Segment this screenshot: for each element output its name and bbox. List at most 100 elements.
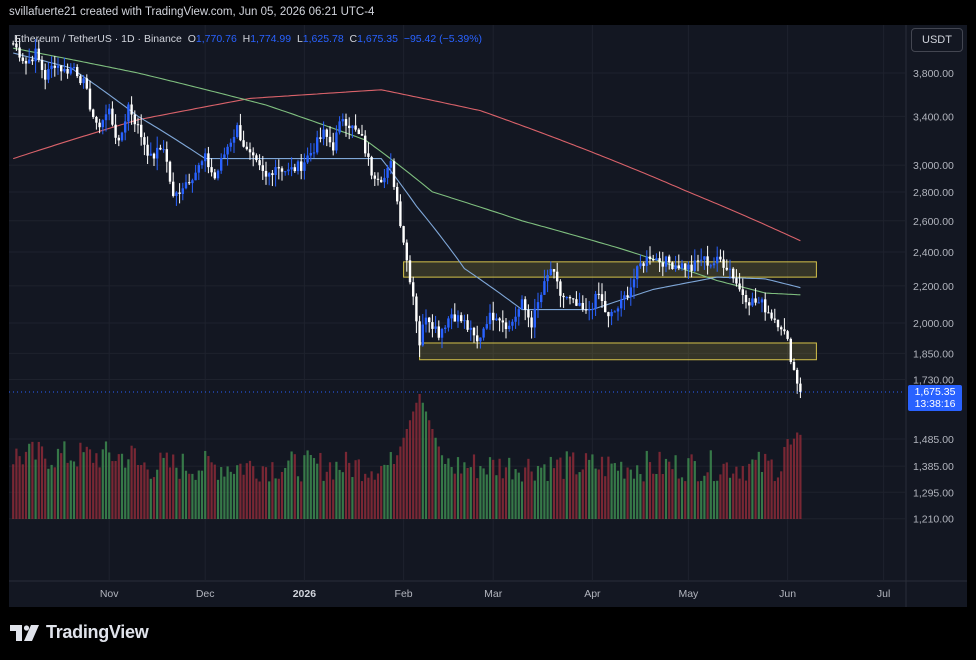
volume-bar bbox=[130, 445, 133, 519]
volume-bar bbox=[31, 441, 34, 519]
volume-bar bbox=[268, 481, 271, 519]
candle-body bbox=[668, 256, 671, 263]
volume-bar bbox=[200, 470, 204, 519]
candle-body bbox=[271, 173, 274, 176]
candle-body bbox=[220, 157, 223, 171]
volume-bar bbox=[188, 473, 191, 519]
candle-body bbox=[21, 57, 24, 61]
volume-bar bbox=[152, 477, 156, 519]
volume-bar bbox=[485, 474, 488, 519]
candle-body bbox=[424, 317, 428, 325]
volume-bar bbox=[165, 452, 168, 519]
y-tick-label: 1,210.00 bbox=[913, 514, 954, 526]
candle-body bbox=[700, 259, 703, 261]
volume-bar bbox=[748, 463, 751, 519]
y-tick-label: 1,385.00 bbox=[913, 461, 954, 473]
candle-body bbox=[527, 309, 530, 318]
volume-bar bbox=[12, 464, 15, 519]
volume-bar bbox=[671, 469, 674, 519]
volume-bar bbox=[559, 457, 562, 519]
volume-bar bbox=[194, 479, 197, 519]
candle-body bbox=[408, 260, 412, 283]
range-zone-1 bbox=[403, 261, 817, 278]
volume-bar bbox=[82, 452, 85, 519]
candle-body bbox=[514, 316, 517, 322]
volume-bar bbox=[789, 444, 792, 519]
volume-bar bbox=[348, 462, 351, 519]
x-tick-label: Mar bbox=[484, 588, 503, 600]
candle-body bbox=[594, 293, 597, 309]
candle-body bbox=[472, 327, 476, 336]
candle-body bbox=[460, 315, 463, 322]
y-tick-label: 2,000.00 bbox=[913, 318, 954, 330]
volume-bar bbox=[645, 450, 648, 519]
volume-bar bbox=[703, 475, 706, 519]
candle-body bbox=[636, 266, 639, 280]
candle-body bbox=[210, 167, 213, 173]
candle-body bbox=[232, 136, 236, 143]
volume-bar bbox=[15, 448, 18, 519]
volume-bar bbox=[562, 478, 565, 519]
candle-body bbox=[229, 142, 232, 147]
volume-bar bbox=[50, 464, 53, 519]
candle-body bbox=[197, 165, 200, 173]
y-tick-label: 2,800.00 bbox=[913, 187, 954, 199]
candle-body bbox=[776, 319, 780, 328]
candle-body bbox=[364, 135, 367, 154]
volume-bar bbox=[162, 457, 165, 519]
volume-bar bbox=[732, 473, 735, 519]
candle-body bbox=[786, 331, 789, 339]
volume-bar bbox=[648, 462, 652, 519]
volume-bar bbox=[392, 464, 396, 519]
y-tick-label: 2,200.00 bbox=[913, 281, 954, 293]
volume-bar bbox=[684, 481, 687, 519]
volume-bar bbox=[428, 420, 431, 519]
candle-body bbox=[136, 124, 140, 126]
candle-body bbox=[767, 312, 770, 314]
candle-body bbox=[60, 65, 63, 72]
volume-bar bbox=[661, 473, 664, 519]
candle-body bbox=[63, 68, 66, 72]
candle-body bbox=[591, 308, 594, 310]
candle-body bbox=[108, 108, 111, 115]
volume-bar bbox=[108, 452, 111, 519]
candle-body bbox=[204, 153, 207, 162]
volume-bar bbox=[664, 458, 668, 519]
candle-body bbox=[738, 283, 741, 290]
volume-bar bbox=[712, 481, 716, 519]
symbol-name: Ethereum / TetherUS · 1D · Binance bbox=[14, 33, 182, 45]
candle-body bbox=[741, 289, 744, 296]
volume-bar bbox=[610, 463, 613, 519]
candle-body bbox=[309, 152, 312, 156]
volume-bar bbox=[296, 476, 300, 519]
candle-body bbox=[98, 122, 101, 128]
volume-bar bbox=[328, 462, 332, 519]
volume-bar bbox=[677, 478, 680, 519]
y-tick-label: 3,800.00 bbox=[913, 68, 954, 80]
volume-bar bbox=[514, 469, 517, 519]
candle-body bbox=[658, 258, 661, 263]
candle-body bbox=[501, 320, 504, 323]
volume-bar bbox=[597, 469, 600, 519]
candle-body bbox=[37, 48, 40, 60]
currency-button[interactable]: USDT bbox=[911, 28, 963, 52]
y-tick-label: 1,295.00 bbox=[913, 487, 954, 499]
tradingview-branding: TradingView bbox=[10, 622, 149, 643]
volume-bar bbox=[770, 459, 773, 519]
volume-bar bbox=[380, 465, 383, 519]
volume-bar bbox=[792, 438, 796, 519]
volume-bar bbox=[69, 460, 72, 519]
volume-bar bbox=[21, 464, 24, 519]
volume-bar bbox=[767, 460, 770, 519]
candle-body bbox=[143, 137, 146, 145]
volume-bar bbox=[479, 465, 482, 519]
volume-bar bbox=[492, 459, 495, 519]
candle-body bbox=[562, 295, 565, 298]
volume-bar bbox=[421, 402, 424, 519]
change-value: −95.42 (−5.39%) bbox=[403, 33, 483, 45]
candle-body bbox=[258, 160, 261, 166]
volume-bar bbox=[172, 454, 175, 519]
price-chart[interactable]: 3,800.00 3,400.00 3,000.00 2,800.00 2,600.00… bbox=[9, 25, 967, 607]
volume-bar bbox=[274, 478, 277, 519]
volume-bar bbox=[76, 466, 79, 519]
